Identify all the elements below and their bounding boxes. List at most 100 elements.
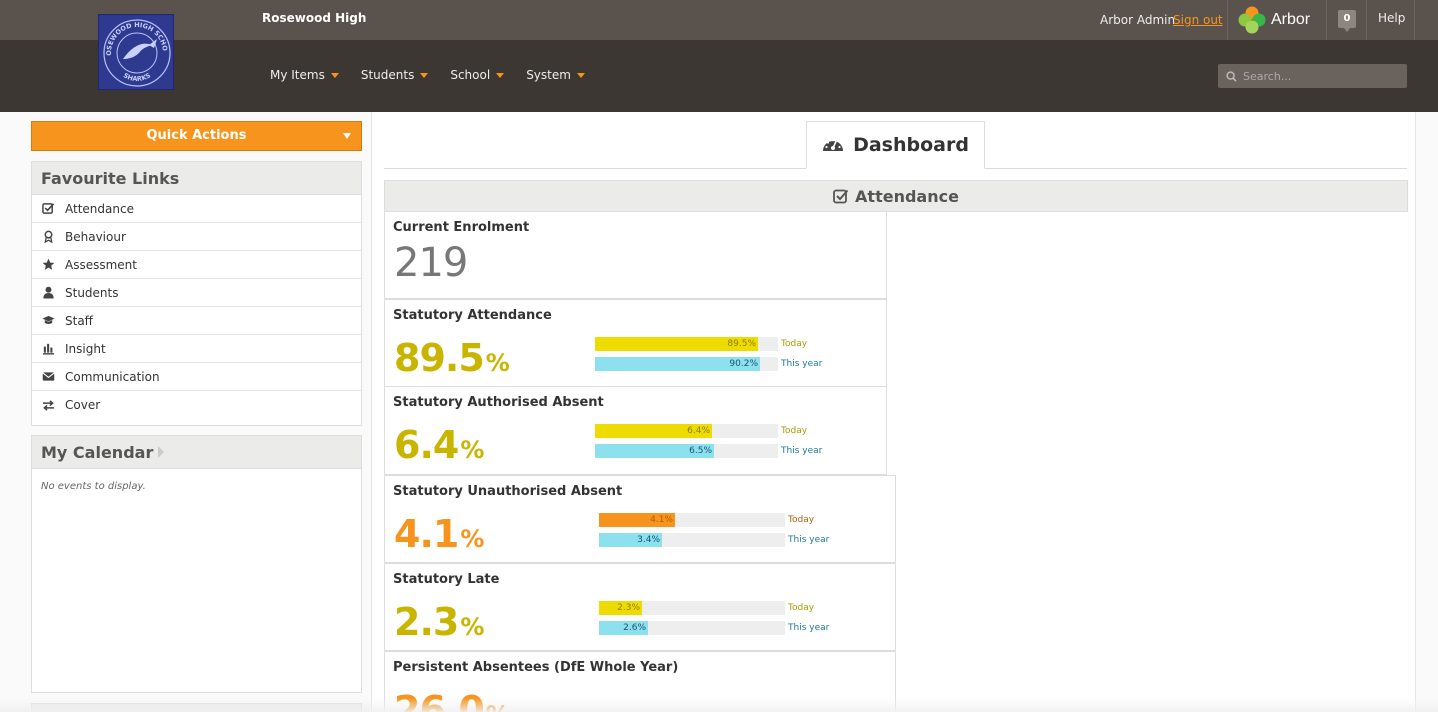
bar-value: 6.5% bbox=[689, 446, 712, 456]
bar-fill: 2.6% bbox=[599, 621, 648, 635]
caret-down-icon bbox=[576, 72, 585, 78]
quick-actions-label: Quick Actions bbox=[146, 128, 247, 143]
check-square-icon bbox=[41, 202, 55, 216]
bar-value: 3.4% bbox=[637, 535, 660, 545]
stat-number: 4.1 bbox=[394, 512, 459, 556]
sign-out-link[interactable]: Sign out bbox=[1173, 13, 1223, 27]
top-bar bbox=[0, 0, 1438, 40]
bar-fill: 6.4% bbox=[595, 424, 712, 438]
nav-my-items[interactable]: My Items bbox=[270, 68, 339, 82]
divider bbox=[1414, 0, 1415, 40]
star-icon bbox=[41, 258, 55, 272]
quick-actions-button[interactable]: Quick Actions bbox=[31, 121, 362, 151]
school-name[interactable]: Rosewood High bbox=[262, 11, 367, 25]
year-bar: 90.2% This year bbox=[595, 357, 835, 371]
bar-value: 2.3% bbox=[617, 603, 640, 613]
dashboard-gauge-icon bbox=[823, 139, 844, 151]
favourite-links-panel: Favourite Links Attendance Behaviour Ass… bbox=[31, 161, 362, 426]
bar-value: 2.6% bbox=[623, 623, 646, 633]
sidebar: Quick Actions bbox=[31, 121, 362, 151]
stat-card-authorised-absent[interactable]: Statutory Authorised Absent 6.4% 6.4% To… bbox=[384, 387, 887, 475]
stat-value: 6.4% bbox=[394, 423, 484, 467]
search-input[interactable] bbox=[1243, 69, 1393, 83]
bar-fill: 4.1% bbox=[599, 513, 675, 527]
user-name[interactable]: Arbor Admin bbox=[1100, 13, 1176, 27]
fav-link-cover[interactable]: Cover bbox=[32, 391, 361, 419]
svg-text:SHARKS: SHARKS bbox=[122, 71, 152, 83]
fav-link-insight[interactable]: Insight bbox=[32, 335, 361, 363]
panel-title: My Calendar bbox=[41, 442, 154, 462]
bottom-fade bbox=[0, 698, 1438, 712]
award-icon bbox=[41, 230, 55, 244]
notifications-badge[interactable]: 0 bbox=[1338, 10, 1356, 32]
exchange-icon bbox=[41, 398, 55, 412]
bar-label: Today bbox=[781, 426, 808, 436]
graduation-cap-icon bbox=[41, 314, 55, 328]
nav-school[interactable]: School bbox=[450, 68, 505, 82]
caret-down-icon bbox=[330, 72, 339, 78]
card-title: Current Enrolment bbox=[393, 220, 530, 235]
user-icon bbox=[41, 286, 55, 300]
bar-label: This year bbox=[781, 359, 823, 369]
calendar-header[interactable]: My Calendar bbox=[32, 436, 361, 469]
fav-link-assessment[interactable]: Assessment bbox=[32, 251, 361, 279]
fav-link-communication[interactable]: Communication bbox=[32, 363, 361, 391]
help-link[interactable]: Help bbox=[1378, 11, 1406, 25]
stat-number: 6.4 bbox=[394, 423, 459, 467]
card-title: Statutory Attendance bbox=[393, 308, 552, 323]
arbor-brand[interactable]: Arbor bbox=[1237, 5, 1310, 35]
stat-card-attendance[interactable]: Statutory Attendance 89.5% 89.5% Today 9… bbox=[384, 299, 887, 387]
bar-chart-icon bbox=[41, 342, 55, 356]
today-bar: 6.4% Today bbox=[595, 424, 835, 438]
arbor-logo-icon bbox=[1238, 6, 1266, 34]
bar-label: Today bbox=[788, 515, 815, 525]
bar-label: Today bbox=[788, 603, 815, 613]
main-nav: My Items Students School System bbox=[270, 68, 607, 82]
today-bar: 4.1% Today bbox=[599, 513, 839, 527]
bar-value: 6.4% bbox=[687, 426, 710, 436]
attendance-section-header: Attendance bbox=[384, 180, 1408, 212]
envelope-icon bbox=[41, 370, 55, 384]
check-square-icon bbox=[833, 189, 849, 204]
card-title: Statutory Authorised Absent bbox=[393, 395, 604, 410]
bar-fill: 3.4% bbox=[599, 533, 662, 547]
bar-value: 4.1% bbox=[650, 515, 673, 525]
stat-value: 4.1% bbox=[394, 512, 484, 556]
stat-card-unauthorised-absent[interactable]: Statutory Unauthorised Absent 4.1% 4.1% … bbox=[384, 475, 896, 563]
stat-number: 89.5 bbox=[394, 336, 485, 380]
card-title: Statutory Unauthorised Absent bbox=[393, 484, 623, 499]
year-bar: 6.5% This year bbox=[595, 444, 835, 458]
bar-fill: 6.5% bbox=[595, 444, 714, 458]
bar-label: Today bbox=[781, 339, 808, 349]
stat-unit: % bbox=[460, 525, 484, 553]
enrolment-card[interactable]: Current Enrolment 219 bbox=[384, 212, 887, 299]
bar-fill: 89.5% bbox=[595, 337, 758, 351]
fav-link-students[interactable]: Students bbox=[32, 279, 361, 307]
brand-name: Arbor bbox=[1271, 11, 1311, 28]
tab-label: Dashboard bbox=[853, 134, 969, 156]
caret-down-icon bbox=[420, 72, 429, 78]
divider bbox=[1366, 0, 1367, 40]
tab-dashboard[interactable]: Dashboard bbox=[806, 121, 985, 169]
stat-value: 89.5% bbox=[394, 336, 510, 380]
enrolment-value: 219 bbox=[394, 240, 468, 286]
fav-label: Attendance bbox=[65, 201, 134, 216]
search-box[interactable] bbox=[1218, 64, 1407, 88]
nav-system[interactable]: System bbox=[526, 68, 585, 82]
school-logo[interactable]: ROSEWOOD HIGH SCHOOL SHARKS bbox=[98, 14, 174, 90]
bar-value: 90.2% bbox=[729, 359, 758, 369]
chevron-right-icon bbox=[158, 446, 165, 458]
divider bbox=[1227, 0, 1228, 40]
nav-label: School bbox=[450, 68, 491, 82]
nav-students[interactable]: Students bbox=[361, 68, 429, 82]
stat-card-late[interactable]: Statutory Late 2.3% 2.3% Today 2.6% This… bbox=[384, 563, 896, 651]
today-bar: 89.5% Today bbox=[595, 337, 835, 351]
fav-link-staff[interactable]: Staff bbox=[32, 307, 361, 335]
fav-label: Staff bbox=[65, 313, 93, 328]
card-title: Statutory Late bbox=[393, 572, 500, 587]
fav-link-behaviour[interactable]: Behaviour bbox=[32, 223, 361, 251]
bar-track bbox=[599, 601, 785, 615]
fav-label: Assessment bbox=[65, 257, 137, 272]
fav-link-attendance[interactable]: Attendance bbox=[32, 195, 361, 223]
logo-text-bottom: SHARKS bbox=[122, 71, 152, 83]
